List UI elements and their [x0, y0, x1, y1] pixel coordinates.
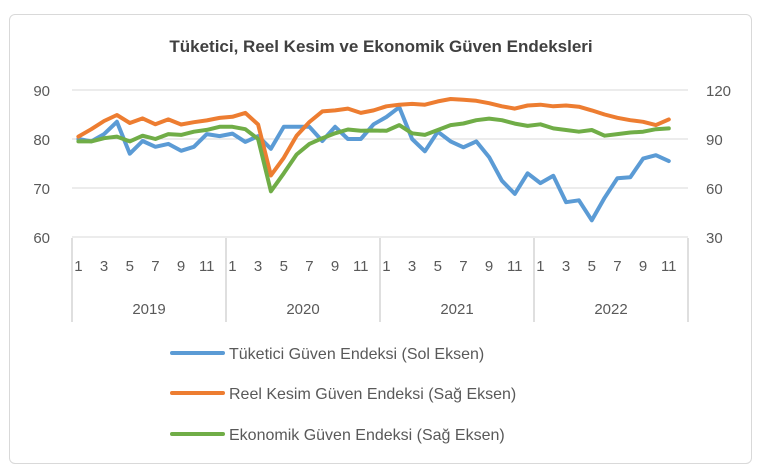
month-tick-label: 1 — [536, 258, 544, 275]
legend-label-1: Tüketici Güven Endeksi (Sol Eksen) — [229, 346, 484, 363]
right-axis-tick-label: 120 — [706, 83, 731, 100]
legend: Tüketici Güven Endeksi (Sol Eksen) Reel K… — [170, 346, 516, 444]
month-tick-label: 11 — [507, 258, 523, 275]
year-label: 2021 — [440, 301, 473, 318]
left-axis-tick-label: 60 — [33, 230, 50, 247]
month-tick-label: 5 — [280, 258, 288, 275]
month-tick-label: 3 — [562, 258, 570, 275]
month-tick-label: 1 — [74, 258, 82, 275]
month-tick-label: 9 — [485, 258, 493, 275]
month-tick-label: 9 — [177, 258, 185, 275]
right-axis-tick-label: 90 — [706, 132, 723, 149]
right-axis-tick-label: 30 — [706, 230, 723, 247]
month-tick-label: 5 — [588, 258, 596, 275]
month-tick-label: 7 — [305, 258, 313, 275]
month-tick-label: 7 — [459, 258, 467, 275]
year-label: 2020 — [286, 301, 319, 318]
year-label: 2022 — [594, 301, 627, 318]
month-tick-label: 3 — [408, 258, 416, 275]
series-line-3 — [76, 116, 671, 194]
month-tick-label: 11 — [353, 258, 369, 275]
left-axis-tick-label: 90 — [33, 83, 50, 100]
month-tick-label: 7 — [151, 258, 159, 275]
left-axis-tick-label: 70 — [33, 181, 50, 198]
legend-label-3: Ekonomik Güven Endeksi (Sağ Eksen) — [229, 427, 505, 444]
month-tick-label: 9 — [639, 258, 647, 275]
month-tick-label: 5 — [126, 258, 134, 275]
month-tick-label: 1 — [228, 258, 236, 275]
month-tick-label: 9 — [331, 258, 339, 275]
series-line-2 — [76, 97, 671, 178]
chart-title: Tüketici, Reel Kesim ve Ekonomik Güven E… — [169, 37, 592, 56]
month-tick-label: 11 — [199, 258, 215, 275]
series-line-1 — [76, 105, 671, 223]
series-lines — [76, 97, 671, 223]
right-axis-tick-label: 60 — [706, 181, 723, 198]
year-label: 2019 — [132, 301, 165, 318]
month-tick-label: 5 — [434, 258, 442, 275]
month-tick-label: 7 — [613, 258, 621, 275]
legend-label-2: Reel Kesim Güven Endeksi (Sağ Eksen) — [229, 386, 516, 403]
month-tick-label: 3 — [254, 258, 262, 275]
month-tick-label: 11 — [661, 258, 677, 275]
grid-lines — [72, 89, 688, 238]
month-tick-label: 3 — [100, 258, 108, 275]
left-axis-tick-label: 80 — [33, 132, 50, 149]
month-tick-label: 1 — [382, 258, 390, 275]
